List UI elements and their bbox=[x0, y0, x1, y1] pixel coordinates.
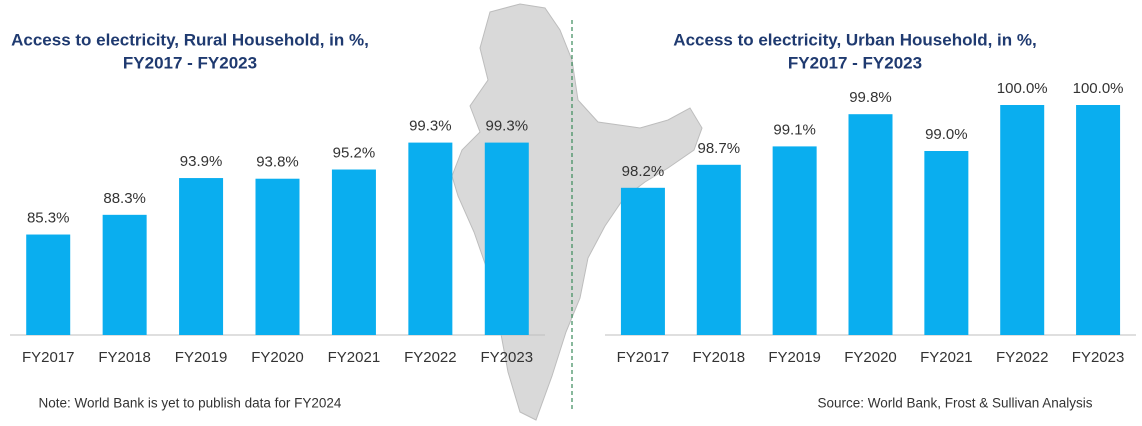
value-label: 99.3% bbox=[486, 118, 529, 135]
bar bbox=[408, 142, 453, 335]
value-label: 100.0% bbox=[997, 80, 1048, 97]
value-label: 88.3% bbox=[103, 190, 146, 207]
value-label: 85.3% bbox=[27, 209, 70, 226]
bar bbox=[772, 146, 817, 335]
bar bbox=[179, 178, 224, 335]
value-label: 99.1% bbox=[773, 121, 816, 138]
x-tick-label: FY2023 bbox=[481, 349, 534, 366]
bar bbox=[255, 178, 300, 335]
chart-title: Access to electricity, Urban Household, … bbox=[673, 30, 1036, 49]
bar bbox=[26, 234, 71, 335]
bar bbox=[620, 187, 665, 335]
bar bbox=[102, 214, 147, 335]
note: Note: World Bank is yet to publish data … bbox=[39, 396, 342, 411]
x-tick-label: FY2019 bbox=[175, 349, 228, 366]
value-label: 98.7% bbox=[698, 140, 741, 157]
x-tick-label: FY2020 bbox=[251, 349, 304, 366]
value-label: 100.0% bbox=[1073, 80, 1124, 97]
x-tick-label: FY2021 bbox=[328, 349, 381, 366]
note: Source: World Bank, Frost & Sullivan Ana… bbox=[817, 396, 1092, 411]
x-tick-label: FY2017 bbox=[617, 349, 670, 366]
bar bbox=[1000, 105, 1045, 335]
x-tick-label: FY2023 bbox=[1072, 349, 1125, 366]
bar bbox=[696, 164, 741, 335]
x-tick-label: FY2020 bbox=[844, 349, 897, 366]
bar bbox=[1076, 105, 1121, 335]
x-tick-label: FY2019 bbox=[768, 349, 821, 366]
x-tick-label: FY2021 bbox=[920, 349, 973, 366]
value-label: 99.0% bbox=[925, 126, 968, 143]
value-label: 95.2% bbox=[333, 144, 376, 161]
value-label: 98.2% bbox=[622, 163, 665, 180]
value-label: 99.8% bbox=[849, 89, 892, 106]
x-tick-label: FY2017 bbox=[22, 349, 75, 366]
chart-title: Access to electricity, Rural Household, … bbox=[11, 30, 369, 49]
chart-title: FY2017 - FY2023 bbox=[123, 53, 257, 72]
value-label: 93.9% bbox=[180, 153, 223, 170]
bar bbox=[924, 151, 969, 335]
bar bbox=[848, 114, 893, 335]
chart-title: FY2017 - FY2023 bbox=[788, 53, 922, 72]
x-tick-label: FY2018 bbox=[98, 349, 151, 366]
x-tick-label: FY2022 bbox=[996, 349, 1049, 366]
bar bbox=[484, 142, 529, 335]
value-label: 99.3% bbox=[409, 118, 452, 135]
value-label: 93.8% bbox=[256, 154, 299, 171]
x-tick-label: FY2018 bbox=[693, 349, 746, 366]
x-tick-label: FY2022 bbox=[404, 349, 457, 366]
bar bbox=[331, 169, 376, 335]
